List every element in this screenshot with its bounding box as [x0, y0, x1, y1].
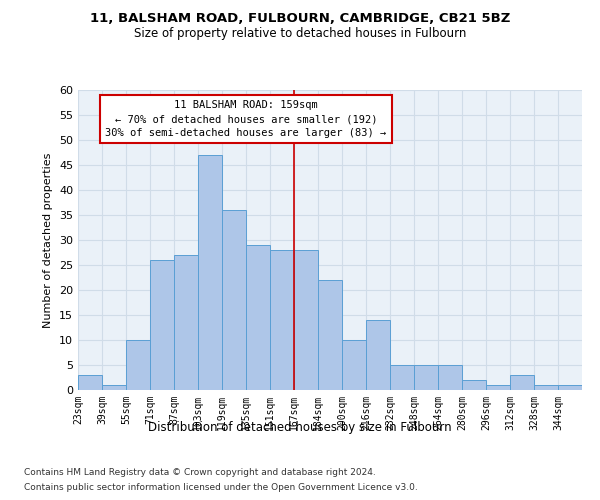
Text: 11 BALSHAM ROAD: 159sqm
← 70% of detached houses are smaller (192)
30% of semi-d: 11 BALSHAM ROAD: 159sqm ← 70% of detache… — [106, 100, 386, 138]
Bar — [462, 380, 486, 390]
Text: Contains public sector information licensed under the Open Government Licence v3: Contains public sector information licen… — [24, 483, 418, 492]
Bar — [270, 250, 294, 390]
Bar — [126, 340, 150, 390]
Text: Size of property relative to detached houses in Fulbourn: Size of property relative to detached ho… — [134, 28, 466, 40]
Y-axis label: Number of detached properties: Number of detached properties — [43, 152, 53, 328]
Text: Distribution of detached houses by size in Fulbourn: Distribution of detached houses by size … — [148, 421, 452, 434]
Bar — [558, 385, 582, 390]
Bar — [510, 375, 534, 390]
Bar — [150, 260, 174, 390]
Bar — [414, 365, 438, 390]
Bar — [198, 155, 222, 390]
Bar — [222, 210, 246, 390]
Bar — [294, 250, 318, 390]
Bar — [246, 245, 270, 390]
Bar — [342, 340, 366, 390]
Text: Contains HM Land Registry data © Crown copyright and database right 2024.: Contains HM Land Registry data © Crown c… — [24, 468, 376, 477]
Bar — [534, 385, 558, 390]
Bar — [366, 320, 390, 390]
Bar — [390, 365, 414, 390]
Bar — [174, 255, 198, 390]
Bar — [486, 385, 510, 390]
Bar — [102, 385, 126, 390]
Bar — [78, 375, 102, 390]
Bar — [318, 280, 342, 390]
Text: 11, BALSHAM ROAD, FULBOURN, CAMBRIDGE, CB21 5BZ: 11, BALSHAM ROAD, FULBOURN, CAMBRIDGE, C… — [90, 12, 510, 26]
Bar — [438, 365, 462, 390]
